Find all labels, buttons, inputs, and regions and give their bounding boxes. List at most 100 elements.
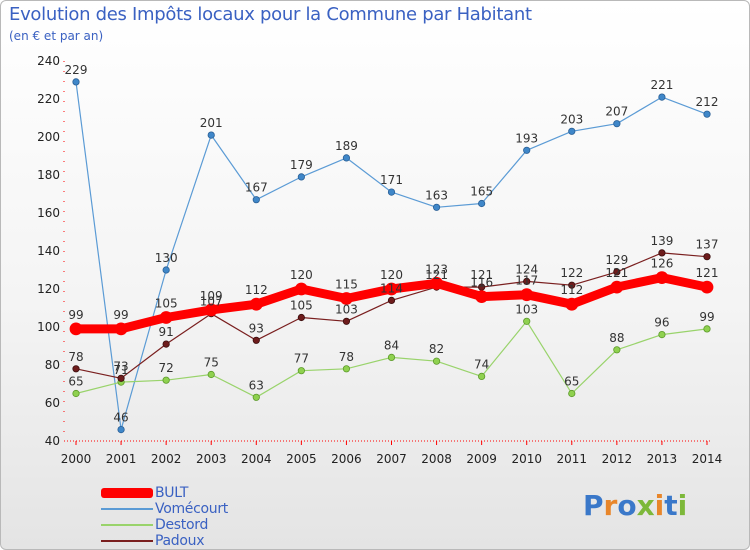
data-point-destord (523, 317, 531, 325)
data-label-padoux: 93 (249, 321, 264, 335)
data-label-destord: 72 (159, 361, 174, 375)
x-tick-label: 2008 (421, 452, 452, 466)
x-tick-label: 2001 (106, 452, 137, 466)
legend-swatch-padoux (101, 540, 153, 542)
data-label-bult: 99 (68, 308, 83, 322)
y-tick-label: 40 (45, 434, 60, 448)
data-point-padoux (342, 317, 351, 325)
tick-labels: 40 60 80 100 120 140 160 180 200 220 240 2000 2001 20… (37, 54, 722, 466)
logo-letter-r: r (603, 489, 618, 522)
x-tick-label: 2006 (331, 452, 362, 466)
data-point-padoux (117, 374, 125, 382)
data-label-vomcourt: 212 (696, 95, 719, 109)
data-label-padoux: 129 (605, 253, 628, 267)
data-label-destord: 103 (515, 302, 538, 316)
x-tick-label: 2012 (602, 452, 633, 466)
data-label-destord: 78 (339, 350, 354, 364)
data-label-destord: 82 (429, 342, 444, 356)
data-point-padoux (613, 268, 621, 276)
data-point-bult (385, 282, 398, 296)
data-point-bult (520, 288, 534, 302)
data-point-destord (613, 346, 621, 354)
data-point-bult (114, 322, 128, 336)
data-label-bult: 117 (515, 274, 538, 288)
series-padoux (72, 249, 711, 382)
y-tick-label: 220 (37, 92, 60, 106)
data-point-vomcourt (387, 188, 396, 196)
data-label-vomcourt: 203 (560, 112, 583, 126)
series-destord (72, 317, 711, 401)
data-point-bult (700, 280, 714, 294)
data-point-bult (249, 297, 263, 311)
data-label-bult: 126 (650, 257, 673, 271)
data-point-vomcourt (297, 173, 305, 181)
data-label-vomcourt: 165 (470, 185, 493, 199)
data-label-vomcourt: 189 (335, 139, 358, 153)
data-label-destord: 99 (699, 310, 714, 324)
series-vomcourt (72, 78, 711, 434)
data-point-bult (610, 280, 624, 294)
x-tick-label: 2013 (647, 452, 678, 466)
y-tick-label: 180 (37, 168, 60, 182)
data-label-destord: 63 (249, 378, 264, 392)
data-label-padoux: 122 (560, 266, 583, 280)
data-point-destord (297, 367, 305, 375)
data-point-bult (294, 282, 308, 296)
data-point-vomcourt (342, 154, 351, 162)
data-label-bult: 116 (470, 276, 493, 290)
data-label-vomcourt: 207 (605, 105, 628, 119)
legend-label-padoux: Padoux (155, 533, 205, 549)
data-point-padoux (72, 365, 80, 373)
data-label-padoux: 91 (159, 325, 174, 339)
data-label-vomcourt: 229 (65, 63, 88, 77)
data-label-vomcourt: 221 (650, 78, 673, 92)
chart-title: Evolution des Impôts locaux pour la Comm… (9, 4, 532, 25)
data-label-padoux: 107 (200, 295, 223, 309)
data-label-vomcourt: 130 (155, 251, 178, 265)
logo-letter-x: x (636, 489, 655, 522)
data-point-padoux (658, 249, 666, 257)
data-point-vomcourt (478, 199, 486, 208)
data-label-bult: 123 (425, 262, 448, 276)
data-label-bult: 112 (560, 283, 583, 297)
data-point-vomcourt (613, 120, 621, 128)
data-label-destord: 88 (609, 331, 624, 345)
y-tick-label: 60 (45, 396, 60, 410)
legend-swatch-destord (101, 524, 153, 526)
data-point-destord (252, 393, 260, 401)
y-tick-label: 200 (37, 130, 60, 144)
data-label-padoux: 139 (650, 234, 673, 248)
data-point-padoux (703, 253, 711, 261)
data-label-vomcourt: 201 (200, 116, 223, 130)
data-label-bult: 121 (696, 266, 719, 280)
data-point-bult (565, 297, 579, 311)
data-label-destord: 71 (113, 363, 128, 377)
data-point-vomcourt (703, 110, 711, 118)
data-point-destord (432, 357, 441, 365)
data-label-padoux: 124 (515, 262, 538, 276)
data-point-vomcourt (568, 127, 576, 135)
data-point-padoux (568, 281, 576, 289)
data-label-vomcourt: 167 (245, 181, 268, 195)
data-label-vomcourt: 179 (290, 158, 313, 172)
data-label-padoux: 73 (113, 359, 128, 373)
data-point-destord (658, 330, 666, 339)
logo-letter-i1: i (654, 489, 665, 522)
x-tick-label: 2000 (61, 452, 92, 466)
y-tick-label: 140 (37, 244, 60, 258)
data-point-vomcourt (658, 93, 666, 101)
legend-label-vomecourt: Vomécourt (155, 501, 228, 517)
data-label-vomcourt: 171 (380, 173, 403, 187)
data-label-padoux: 114 (380, 281, 403, 295)
data-label-vomcourt: 163 (425, 188, 448, 202)
data-point-bult (69, 322, 83, 336)
data-label-bult: 115 (335, 278, 358, 292)
data-label-destord: 65 (68, 375, 83, 389)
data-label-bult: 99 (113, 308, 128, 322)
data-point-padoux (387, 296, 396, 304)
data-point-bult (204, 303, 218, 317)
x-tick-label: 2004 (241, 452, 272, 466)
data-labels: 229 46 130 201 167 179 189 171 163 165 193 203 207 22… (65, 63, 719, 425)
